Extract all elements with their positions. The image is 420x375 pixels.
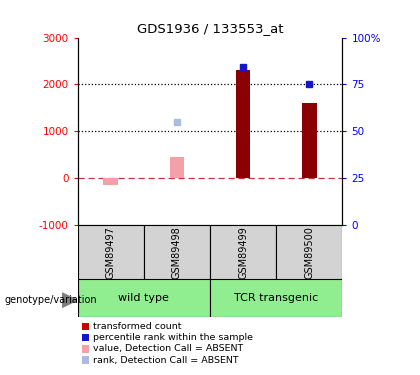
Text: GSM89497: GSM89497 [106,226,116,279]
Bar [210,225,276,279]
Bar [170,157,184,178]
Bar [78,279,210,317]
Text: genotype/variation: genotype/variation [4,295,97,305]
Bar [78,225,144,279]
Text: GSM89500: GSM89500 [304,226,314,279]
Text: TCR transgenic: TCR transgenic [234,293,318,303]
Polygon shape [62,293,77,308]
Bar [144,225,210,279]
Bar [276,225,342,279]
Bar [210,279,342,317]
Text: wild type: wild type [118,293,169,303]
Text: rank, Detection Call = ABSENT: rank, Detection Call = ABSENT [93,356,239,364]
Bar [302,103,317,178]
Text: percentile rank within the sample: percentile rank within the sample [93,333,253,342]
Bar [103,178,118,185]
Text: transformed count: transformed count [93,322,182,331]
Text: value, Detection Call = ABSENT: value, Detection Call = ABSENT [93,344,244,353]
Title: GDS1936 / 133553_at: GDS1936 / 133553_at [137,22,283,35]
Text: GSM89498: GSM89498 [172,226,182,279]
Text: GSM89499: GSM89499 [238,226,248,279]
Bar [236,70,250,178]
